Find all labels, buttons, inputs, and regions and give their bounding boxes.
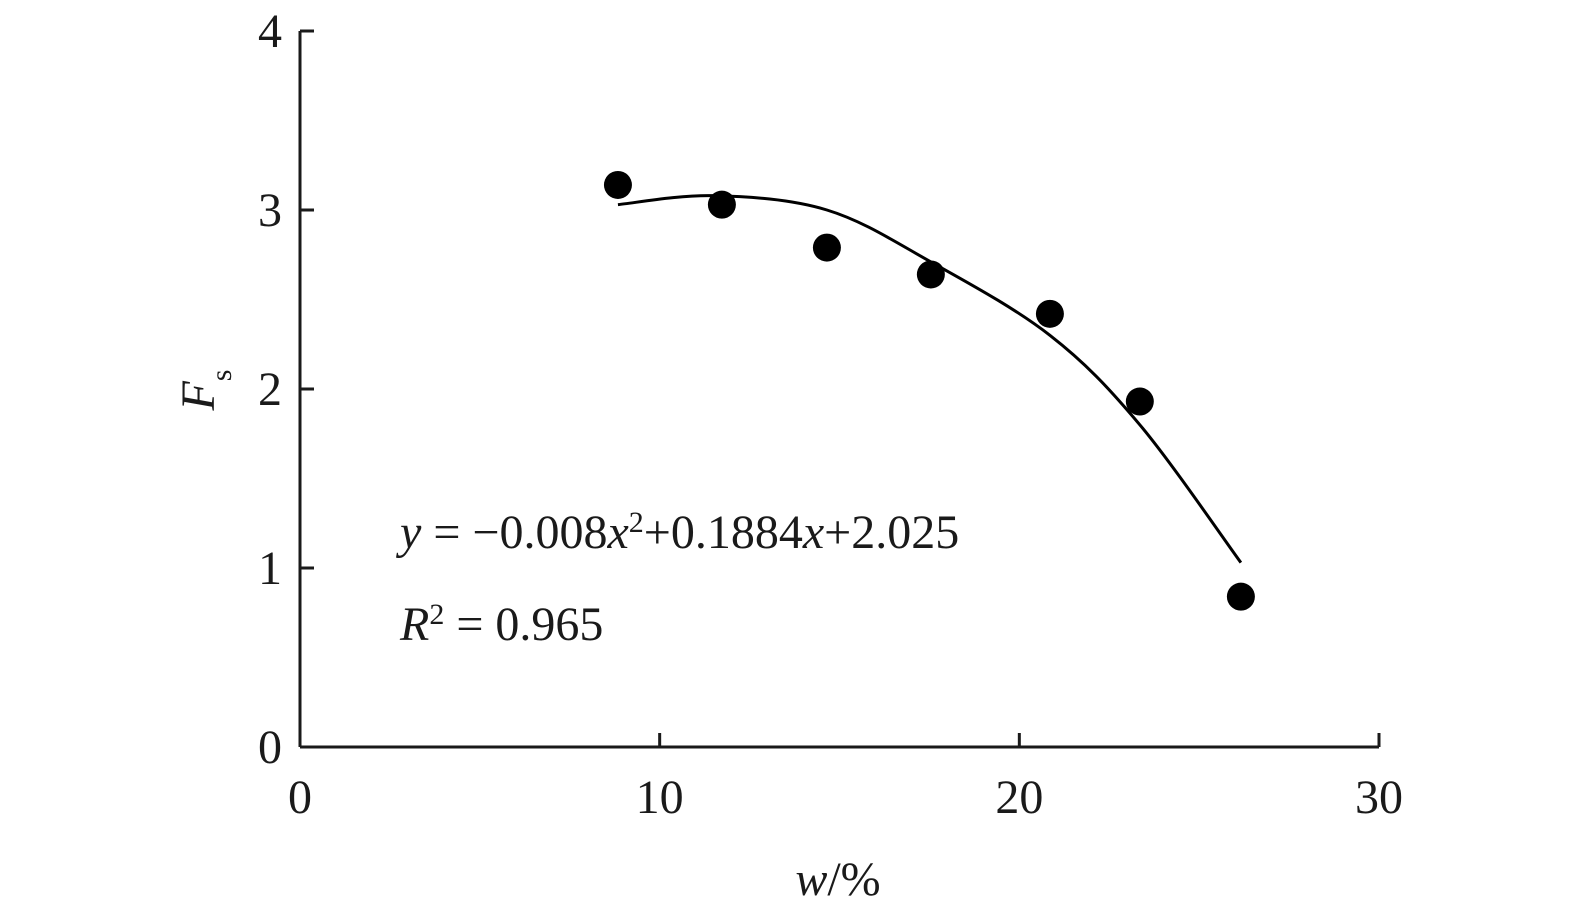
y-tick-label: 4	[258, 5, 282, 58]
text-part: R	[399, 598, 429, 651]
y-tick-label: 3	[258, 184, 282, 237]
x-axis-label: w/%	[795, 853, 880, 906]
x-tick-label: 20	[995, 771, 1043, 824]
data-point	[916, 260, 945, 289]
data-point	[1226, 582, 1255, 611]
text-part: = 0.965	[444, 598, 603, 651]
y-tick-label: 1	[258, 542, 282, 595]
text-part: +0.1884	[644, 506, 803, 559]
text-part: s	[205, 369, 238, 381]
text-part: x	[802, 506, 824, 559]
annotation: y = −0.008x2+0.1884x+2.025	[395, 506, 959, 560]
data-point	[603, 170, 632, 199]
data-point	[1125, 387, 1154, 416]
data-point	[707, 190, 736, 219]
text-part: /%	[827, 853, 880, 906]
text-part: w	[795, 853, 827, 906]
y-tick-label: 0	[258, 721, 282, 774]
text-part: +2.025	[824, 506, 959, 559]
y-axis-label: Fs	[172, 369, 238, 411]
x-tick-label: 0	[288, 771, 312, 824]
x-tick-label: 10	[636, 771, 684, 824]
text-part: 2	[629, 506, 644, 539]
text-part: F	[172, 381, 225, 412]
x-tick-label: 30	[1355, 771, 1403, 824]
data-point	[1035, 299, 1064, 328]
annotation: R2 = 0.965	[399, 598, 603, 652]
data-point	[812, 233, 841, 262]
text-part: = −0.008	[421, 506, 607, 559]
text-part: x	[606, 506, 628, 559]
text-part: 2	[429, 598, 444, 631]
text-part: y	[395, 506, 422, 559]
y-tick-label: 2	[258, 363, 282, 416]
